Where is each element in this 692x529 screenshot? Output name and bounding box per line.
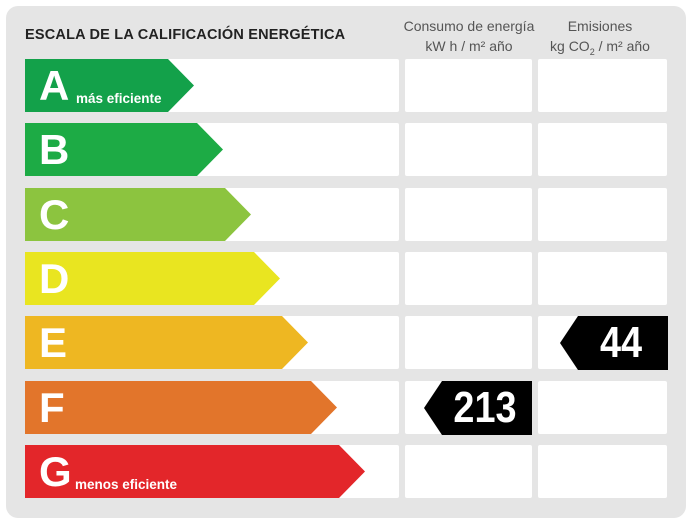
consumo-cell-b: [405, 123, 532, 176]
rating-letter-a: A: [39, 62, 70, 109]
emisiones-cell-d: [538, 252, 667, 305]
emisiones-cell-b: [538, 123, 667, 176]
rating-arrow-shape-d: [25, 252, 280, 305]
consumo-cell-e: [405, 316, 532, 369]
rating-letter-b: B: [39, 126, 70, 173]
consumo-result-value: 213: [453, 383, 517, 432]
rating-letter-c: C: [39, 191, 70, 238]
emisiones-cell-f: [538, 381, 667, 434]
rating-letter-g: G: [39, 448, 72, 495]
rating-arrow-shape-e: [25, 316, 308, 369]
consumo-header-line1: Consumo de energía: [403, 18, 535, 34]
rating-arrow-shape-c: [25, 188, 251, 241]
emisiones-units-main: kg CO: [550, 38, 590, 54]
emisiones-column-header: Emisiones kg CO2 / m² año: [538, 16, 662, 62]
emisiones-result-value: 44: [599, 318, 643, 367]
consumo-header-units: kW h / m² año: [425, 38, 513, 54]
emisiones-header-units: kg CO2 / m² año: [538, 36, 662, 62]
rating-arrow-shape-g: [25, 445, 365, 498]
rating-arrow-e: E: [25, 316, 308, 369]
emisiones-cell-c: [538, 188, 667, 241]
emisiones-units-post: / m² año: [594, 38, 650, 54]
rating-letter-e: E: [39, 319, 68, 366]
rating-sublabel-a: más eficiente: [76, 91, 162, 106]
rating-sublabel-g: menos eficiente: [75, 477, 178, 492]
consumo-column-header: Consumo de energía kW h / m² año: [403, 16, 535, 56]
rating-arrow-shape-f: [25, 381, 337, 434]
rating-arrow-shape-a: [25, 59, 194, 112]
emisiones-cell-g: [538, 445, 667, 498]
emisiones-result-marker: 44: [560, 316, 668, 370]
rating-arrow-d: D: [25, 252, 280, 305]
consumo-marker-shape: [424, 381, 532, 435]
emisiones-cell-a: [538, 59, 667, 112]
consumo-cell-c: [405, 188, 532, 241]
consumo-cell-a: [405, 59, 532, 112]
consumo-result-marker: 213: [424, 381, 532, 435]
rating-arrow-f: F: [25, 381, 337, 434]
rating-arrow-c: C: [25, 188, 251, 241]
rating-arrow-b: B: [25, 123, 223, 176]
emisiones-units-sub: 2: [589, 46, 595, 57]
consumo-cell-d: [405, 252, 532, 305]
rating-letter-f: F: [39, 384, 65, 431]
emisiones-header-line1: Emisiones: [567, 18, 633, 34]
emisiones-marker-shape: [560, 316, 668, 370]
consumo-cell-g: [405, 445, 532, 498]
scale-title: ESCALA DE LA CALIFICACIÓN ENERGÉTICA: [25, 27, 346, 43]
rating-letter-d: D: [39, 255, 70, 302]
rating-arrow-shape-b: [25, 123, 223, 176]
